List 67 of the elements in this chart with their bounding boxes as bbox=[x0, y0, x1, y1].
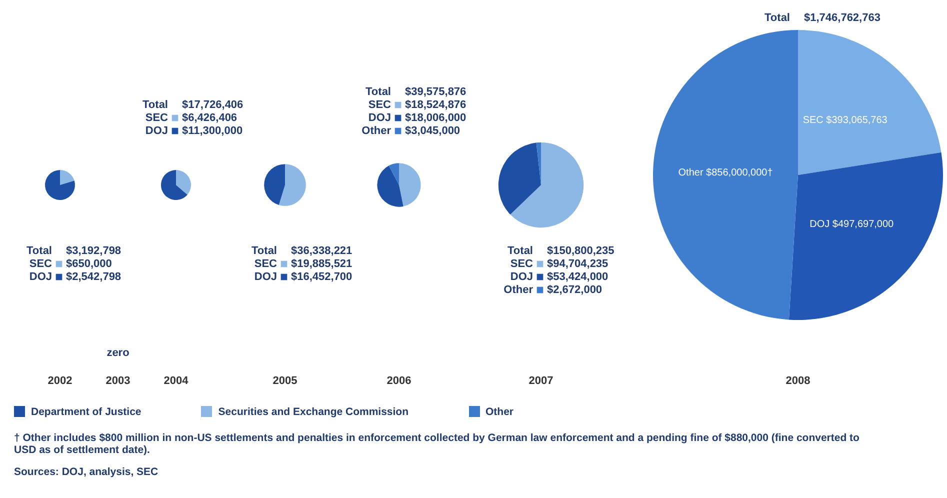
data-label: $19,885,521 bbox=[291, 258, 352, 270]
legend-label: SEC bbox=[29, 258, 52, 270]
pie-slice bbox=[399, 163, 421, 206]
slice-label: SEC $393,065,763 bbox=[802, 114, 888, 126]
pie-slice bbox=[788, 152, 943, 320]
text: 2005 bbox=[272, 375, 298, 387]
pie-slice bbox=[278, 164, 306, 206]
text: Total bbox=[764, 12, 790, 24]
text: Total bbox=[366, 86, 391, 98]
text: 2003 bbox=[106, 375, 130, 387]
text: 2006 bbox=[386, 375, 412, 387]
slice-label: DOJ $497,697,000 bbox=[810, 218, 894, 230]
data-label: $16,452,700 bbox=[291, 271, 352, 283]
pie-slice bbox=[388, 163, 399, 185]
legend-label: DOJ bbox=[29, 271, 52, 283]
text: 2007 bbox=[528, 375, 554, 387]
pie-slice bbox=[264, 164, 285, 205]
text: Total bbox=[142, 99, 168, 111]
legend-label: Other bbox=[362, 125, 392, 137]
text: 2004 bbox=[164, 375, 190, 387]
legend-label: DOJ bbox=[145, 125, 168, 137]
pie-slice bbox=[536, 142, 541, 185]
text: $3,192,798 bbox=[66, 245, 122, 257]
pie-slice bbox=[653, 30, 798, 320]
text: $1,746,762,763 bbox=[804, 12, 880, 24]
text: $36,338,221 bbox=[291, 245, 352, 257]
data-label: $6,426,406 bbox=[182, 112, 238, 124]
text: $17,726,406 bbox=[182, 99, 244, 111]
pie-slice bbox=[176, 170, 191, 195]
source-note: Sources: DOJ, analysis, SEC bbox=[14, 466, 160, 478]
data-label: $18,524,876 bbox=[405, 99, 466, 111]
text: Total bbox=[252, 245, 277, 257]
text: Department of Justice bbox=[31, 406, 142, 418]
legend-label: Other bbox=[504, 284, 534, 296]
data-label: $94,704,235 bbox=[547, 258, 608, 270]
pie-slice bbox=[498, 142, 541, 215]
pie-slice bbox=[60, 170, 74, 185]
pie-slice bbox=[510, 142, 584, 228]
legend-label: SEC bbox=[510, 258, 534, 270]
data-label: $11,300,000 bbox=[182, 125, 243, 137]
data-label: $53,424,000 bbox=[547, 271, 608, 283]
text: zero bbox=[106, 347, 130, 359]
pie-slice bbox=[377, 166, 404, 207]
pie-slice bbox=[161, 170, 188, 200]
data-label: $3,045,000 bbox=[405, 125, 460, 137]
text: 2008 bbox=[786, 375, 810, 387]
text: 2002 bbox=[48, 375, 72, 387]
data-label: $18,006,000 bbox=[405, 112, 466, 124]
legend-label: DOJ bbox=[510, 271, 533, 283]
pie-slice bbox=[45, 170, 75, 200]
text: Other bbox=[486, 406, 514, 418]
pie-slice bbox=[798, 30, 942, 175]
legend-label: DOJ bbox=[254, 271, 277, 283]
legend-label: SEC bbox=[145, 112, 168, 124]
data-label: $650,000 bbox=[66, 258, 112, 270]
text: $150,800,235 bbox=[547, 245, 614, 257]
data-label: $2,672,000 bbox=[547, 284, 602, 296]
text: Total bbox=[508, 245, 533, 257]
legend-label: SEC bbox=[254, 258, 278, 270]
text: † Other includes $800 million in non-US settlements and penalties in enforcement collected by German law enforcement and a pending fine of $880,000 (fine converted to USD as of settlement date). bbox=[14, 432, 860, 456]
text: $39,575,876 bbox=[405, 86, 466, 98]
text: Total bbox=[26, 245, 52, 257]
slice-label: Other $856,000,000† bbox=[678, 168, 773, 179]
legend-label: SEC bbox=[368, 99, 392, 111]
data-label: $2,542,798 bbox=[66, 271, 122, 283]
text: Securities and Exchange Commission bbox=[218, 406, 409, 418]
legend-label: DOJ bbox=[368, 112, 391, 124]
